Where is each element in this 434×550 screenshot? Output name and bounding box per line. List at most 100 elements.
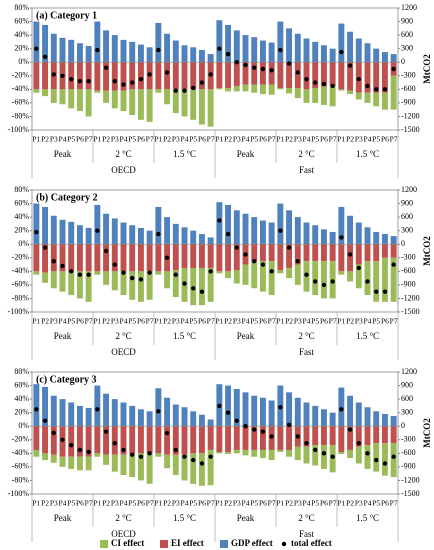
- x-tick-label: P5: [250, 135, 258, 144]
- bar: [155, 62, 162, 90]
- bar: [76, 271, 83, 299]
- bar: [137, 244, 144, 272]
- bar: [355, 446, 362, 464]
- bar: [251, 261, 258, 289]
- bar: [259, 84, 266, 95]
- x-tick-label: P2: [41, 317, 49, 326]
- x-tick-label: P7: [207, 135, 215, 144]
- y2-tick-label: -1500: [401, 125, 420, 134]
- x-tick-label: P2: [163, 499, 171, 508]
- total-effect-dot: [69, 269, 74, 274]
- y2-tick-label: -600: [401, 84, 416, 93]
- bar: [146, 244, 153, 272]
- legend-swatch: [100, 540, 108, 548]
- bar: [129, 453, 136, 478]
- total-effect-dot: [339, 407, 344, 412]
- total-effect-dot: [77, 79, 83, 84]
- bar: [198, 414, 205, 427]
- total-effect-dot: [260, 262, 266, 267]
- total-effect-dot: [69, 443, 74, 448]
- bar: [120, 402, 127, 427]
- bar: [347, 395, 354, 427]
- bar: [76, 43, 83, 63]
- bar: [268, 222, 275, 245]
- bar: [338, 62, 345, 90]
- bar: [364, 92, 371, 103]
- x-tick-label: P4: [181, 317, 189, 326]
- bar: [303, 38, 310, 63]
- bar: [103, 393, 110, 427]
- bar: [347, 449, 354, 459]
- bar: [50, 426, 57, 455]
- y-tick-label: -20%: [12, 253, 30, 262]
- chart-title: (b) Category 2: [36, 192, 98, 203]
- bar: [320, 45, 327, 63]
- y-tick-label: -40%: [12, 448, 30, 457]
- bar: [68, 62, 75, 90]
- bar: [172, 223, 179, 245]
- bar: [85, 456, 92, 471]
- bar: [355, 264, 362, 289]
- total-effect-dot: [330, 83, 335, 89]
- bar: [137, 62, 144, 90]
- total-effect-dot: [60, 263, 65, 269]
- bar: [347, 271, 354, 282]
- y2-tick-label: 0: [401, 421, 405, 430]
- total-effect-dot: [260, 429, 266, 434]
- x-tick-label: P5: [128, 317, 136, 326]
- bar: [33, 244, 40, 272]
- total-effect-dot: [304, 440, 309, 446]
- group-label: Fast: [299, 529, 315, 539]
- bar: [76, 225, 83, 245]
- x-tick-label: P7: [268, 135, 276, 144]
- x-tick-label: P1: [154, 317, 162, 326]
- bar: [233, 449, 240, 454]
- x-tick-label: P2: [285, 135, 293, 144]
- bar: [111, 244, 118, 272]
- bar: [129, 244, 136, 272]
- total-effect-dot: [365, 83, 370, 89]
- bar: [373, 411, 380, 427]
- y-tick-label: -80%: [12, 475, 30, 484]
- total-effect-dot: [330, 279, 335, 284]
- total-effect-dot: [138, 454, 144, 459]
- bar: [303, 222, 310, 245]
- x-tick-label: P3: [172, 317, 180, 326]
- x-tick-label: P2: [285, 317, 293, 326]
- bar: [277, 244, 284, 270]
- x-tick-label: P3: [355, 317, 363, 326]
- x-tick-label: P7: [207, 499, 215, 508]
- x-tick-label: P4: [120, 499, 128, 508]
- bar: [42, 386, 49, 427]
- y2-tick-label: -1500: [401, 307, 420, 316]
- bar: [233, 62, 240, 86]
- x-tick-label: P4: [59, 499, 67, 508]
- y2-tick-label: 600: [401, 30, 413, 39]
- scenario-label: Peak: [54, 513, 72, 523]
- x-tick-label: P5: [311, 499, 319, 508]
- total-effect-dot: [269, 434, 274, 439]
- bar: [76, 244, 83, 272]
- y-tick-label: 40%: [14, 394, 29, 403]
- y2-tick-label: -1200: [401, 111, 420, 120]
- bar: [207, 419, 214, 427]
- bar: [381, 414, 388, 427]
- bar: [207, 237, 214, 245]
- bar: [216, 202, 223, 245]
- bar: [190, 411, 197, 427]
- x-tick-label: P4: [181, 135, 189, 144]
- bar: [164, 62, 171, 90]
- y2-tick-label: -1200: [401, 293, 420, 302]
- bar: [59, 244, 66, 272]
- x-tick-label: P4: [364, 499, 372, 508]
- x-tick-label: P4: [120, 135, 128, 144]
- total-effect-dot: [42, 54, 48, 59]
- bar: [320, 244, 327, 262]
- x-tick-label: P4: [364, 135, 372, 144]
- bar: [216, 244, 223, 272]
- total-effect-dot: [103, 248, 109, 254]
- bar: [286, 449, 293, 457]
- bar: [76, 89, 83, 112]
- bar: [181, 45, 188, 63]
- y-tick-label: 60%: [14, 16, 29, 25]
